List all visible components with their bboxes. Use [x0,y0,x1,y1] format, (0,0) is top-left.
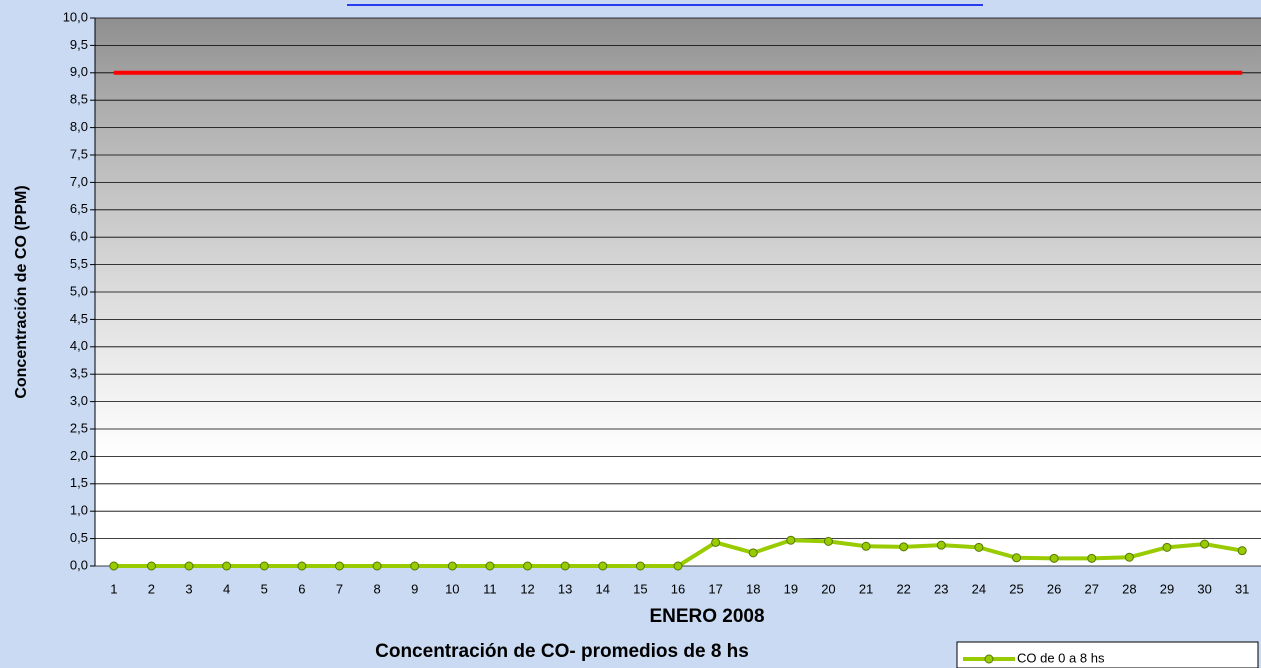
y-tick-label: 7,5 [70,146,88,161]
y-tick-label: 3,5 [70,366,88,381]
data-point [1087,553,1097,563]
x-tick-label: 3 [185,581,192,596]
data-point [748,548,758,558]
data-point [1162,542,1172,552]
x-tick-label: 12 [520,581,534,596]
data-point [635,561,645,571]
x-tick-label: 18 [746,581,760,596]
data-point [899,542,909,552]
x-tick-label: 6 [298,581,305,596]
data-point [523,561,533,571]
data-point [974,542,984,552]
y-tick-label: 9,5 [70,37,88,52]
y-tick-label: 2,5 [70,420,88,435]
x-tick-label: 28 [1122,581,1136,596]
x-tick-label: 21 [859,581,873,596]
data-point [334,561,344,571]
data-point [673,561,683,571]
y-tick-label: 0,0 [70,557,88,572]
x-tick-label: 7 [336,581,343,596]
data-point [447,561,457,571]
x-tick-label: 11 [483,581,497,596]
y-tick-label: 6,5 [70,201,88,216]
y-tick-label: 8,5 [70,92,88,107]
data-point [372,561,382,571]
y-tick-label: 2,0 [70,448,88,463]
x-tick-label: 16 [671,581,685,596]
data-point [1012,553,1022,563]
data-point [786,535,796,545]
data-point [485,561,495,571]
data-point [410,561,420,571]
y-tick-label: 9,0 [70,64,88,79]
x-tick-label: 2 [148,581,155,596]
y-tick-label: 4,0 [70,338,88,353]
y-tick-label: 6,0 [70,229,88,244]
data-point [222,561,232,571]
y-tick-label: 7,0 [70,174,88,189]
data-point [936,540,946,550]
x-tick-label: 27 [1085,581,1099,596]
x-tick-label: 22 [896,581,910,596]
data-point [184,561,194,571]
data-point [711,537,721,547]
y-tick-label: 1,0 [70,503,88,518]
x-tick-label: 8 [373,581,380,596]
y-tick-label: 5,5 [70,256,88,271]
x-tick-label: 26 [1047,581,1061,596]
y-tick-label: 4,5 [70,311,88,326]
data-point [146,561,156,571]
x-axis-title: ENERO 2008 [649,606,764,627]
x-tick-label: 30 [1197,581,1211,596]
y-tick-label: 1,5 [70,475,88,490]
x-tick-label: 13 [558,581,572,596]
x-tick-label: 25 [1009,581,1023,596]
y-axis-title: Concentración de CO (PPM) [13,185,30,398]
data-point [297,561,307,571]
data-point [1200,539,1210,549]
legend-label: CO de 0 a 8 hs [1017,650,1105,665]
x-tick-label: 20 [821,581,835,596]
data-point [1124,552,1134,562]
x-tick-label: 17 [708,581,722,596]
legend [956,641,1259,668]
x-tick-label: 4 [223,581,230,596]
data-point [861,541,871,551]
x-tick-label: 24 [972,581,986,596]
data-point [1237,546,1247,556]
data-point [598,561,608,571]
data-point [560,561,570,571]
x-tick-label: 29 [1160,581,1174,596]
y-tick-label: 10,0 [63,9,88,24]
x-tick-label: 1 [110,581,117,596]
y-tick-label: 3,0 [70,393,88,408]
x-tick-label: 15 [633,581,647,596]
data-point [1049,553,1059,563]
data-point [259,561,269,571]
y-tick-label: 5,0 [70,283,88,298]
x-tick-label: 23 [934,581,948,596]
legend-marker [984,654,994,664]
data-point [823,536,833,546]
x-tick-label: 10 [445,581,459,596]
x-tick-label: 19 [784,581,798,596]
chart-title: Concentración de CO- promedios de 8 hs [375,641,749,662]
x-tick-label: 31 [1235,581,1249,596]
data-point [109,561,119,571]
x-tick-label: 9 [411,581,418,596]
x-tick-label: 14 [596,581,610,596]
x-tick-label: 5 [261,581,268,596]
y-tick-label: 0,5 [70,530,88,545]
y-tick-label: 8,0 [70,119,88,134]
